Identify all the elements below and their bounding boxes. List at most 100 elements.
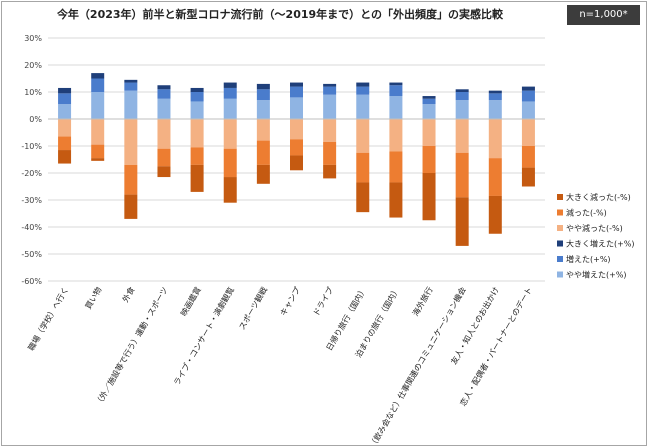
bar-segment: [58, 87, 72, 94]
bar-segment: [290, 82, 303, 87]
legend-label: やや増えた(+%): [566, 270, 627, 280]
bar-segment: [91, 78, 105, 92]
legend-swatch: [557, 271, 563, 278]
legend-swatch: [557, 225, 563, 231]
bar-segment: [157, 166, 171, 178]
bar-segment: [422, 98, 436, 105]
bar-segment: [323, 94, 337, 119]
bar-segment: [389, 182, 403, 218]
legend-swatch: [557, 209, 563, 216]
y-tick-label: -40%: [21, 223, 42, 232]
bar-segment: [58, 104, 72, 119]
bar-segment: [256, 119, 270, 141]
bar-segment: [455, 119, 469, 153]
bar-segment: [356, 86, 370, 95]
bar-segment: [323, 83, 337, 87]
bar-segment: [488, 195, 502, 234]
bar-segment: [256, 140, 270, 165]
bar-segment: [521, 146, 535, 168]
bar-segment: [323, 141, 337, 165]
category-label: 映画鑑賞: [178, 285, 203, 318]
y-tick-label: -60%: [21, 277, 42, 286]
bar-segment: [190, 164, 204, 192]
bar-segment: [190, 147, 204, 165]
category-label: ライブ・コンサート・演劇観覧: [171, 285, 236, 387]
category-label: 外食: [120, 285, 137, 304]
y-tick-label: -50%: [21, 250, 42, 259]
bar-segment: [124, 194, 138, 219]
bar-segment: [455, 197, 469, 246]
bar-segment: [58, 136, 72, 151]
bar-segment: [157, 89, 171, 99]
bar-segment: [58, 93, 72, 105]
bar-segment: [223, 177, 237, 203]
y-tick-label: 10%: [24, 88, 42, 97]
y-tick-label: 0%: [29, 115, 42, 124]
bar-segment: [323, 119, 337, 142]
bar-segment: [455, 152, 469, 198]
bar-segment: [488, 158, 502, 196]
bar-segment: [256, 164, 270, 184]
bar-segment: [521, 119, 535, 146]
bar-segment: [157, 119, 171, 149]
bar-segment: [190, 119, 204, 148]
bar-segment: [422, 173, 436, 221]
bar-segment: [223, 87, 237, 99]
bar-segment: [422, 119, 436, 146]
legend-label: 大きく減った(-%): [566, 192, 631, 202]
category-label: 職場（学校）へ行く: [26, 285, 71, 352]
bar-segment: [389, 82, 403, 86]
bar-segment: [91, 73, 105, 79]
bar-segment: [190, 92, 204, 102]
bar-segment: [323, 164, 337, 179]
category-label: 恋人・配偶者・パートナーとのデート: [458, 285, 535, 408]
bar-segment: [256, 89, 270, 101]
bar-segment: [91, 144, 105, 159]
legend-label: 大きく増えた(+%): [566, 239, 635, 249]
bar-segment: [521, 90, 535, 102]
bar-segment: [389, 85, 403, 97]
bar-segment: [389, 119, 403, 152]
legend-swatch: [557, 194, 563, 200]
bar-segment: [290, 119, 303, 140]
bar-segment: [124, 90, 138, 119]
bar-segment: [91, 119, 105, 145]
category-label: 買い物: [83, 285, 104, 311]
bar-segment: [389, 96, 403, 119]
bar-segment: [290, 155, 303, 171]
y-tick-label: -30%: [21, 196, 42, 205]
bar-segment: [488, 119, 502, 159]
bar-segment: [356, 94, 370, 119]
legend-label: 増えた(+%): [566, 254, 611, 264]
bar-segment: [124, 164, 138, 195]
bar-segment: [356, 119, 370, 153]
bar-segment: [356, 152, 370, 183]
bar-segment: [422, 96, 436, 99]
y-tick-label: 30%: [24, 34, 42, 43]
bar-segment: [455, 92, 469, 101]
legend-label: 減った(-%): [566, 208, 607, 218]
bar-segment: [521, 86, 535, 91]
bar-segment: [190, 87, 204, 92]
category-label: スポーツ観戦: [237, 285, 270, 331]
bar-segment: [488, 100, 502, 119]
y-tick-label: -10%: [21, 142, 42, 151]
bar-segment: [223, 119, 237, 149]
bar-segment: [422, 104, 436, 119]
bar-segment: [356, 82, 370, 87]
category-label: キャンプ: [279, 286, 303, 318]
bar-segment: [290, 86, 303, 98]
bar-segment: [58, 119, 72, 137]
bar-segment: [124, 79, 138, 83]
category-label: ドライブ: [311, 285, 336, 318]
bar-segment: [223, 148, 237, 178]
bar-segment: [124, 82, 138, 91]
bar-segment: [223, 98, 237, 119]
sample-size-badge: n=1,000*: [567, 5, 640, 25]
bar-segment: [124, 119, 138, 165]
bar-segment: [521, 101, 535, 119]
bar-segment: [389, 151, 403, 183]
bar-segment: [256, 100, 270, 119]
